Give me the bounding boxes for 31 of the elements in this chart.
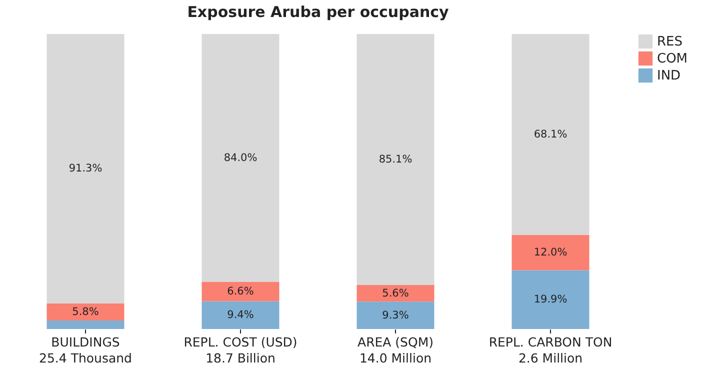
bar <box>512 234 590 270</box>
data-label: 19.9% <box>534 294 568 306</box>
x-tick-label: BUILDINGS 25.4 Thousand <box>39 334 132 366</box>
x-tick-label: REPL. COST (USD) 18.7 Billion <box>184 334 298 366</box>
bar <box>356 302 434 329</box>
x-tick-label: REPL. CARBON TON 2.6 Million <box>488 334 612 366</box>
bar <box>46 320 124 329</box>
chart-title: Exposure Aruba per occupancy <box>187 3 450 21</box>
bar <box>512 34 590 235</box>
legend-label: IND <box>657 68 681 84</box>
bar <box>46 303 124 320</box>
data-label: 84.0% <box>224 152 258 164</box>
data-label: 12.0% <box>534 246 568 259</box>
data-label: 9.4% <box>227 309 254 322</box>
data-label: 9.3% <box>382 309 409 322</box>
bar <box>356 285 434 302</box>
x-tick-label: AREA (SQM) 14.0 Million <box>358 334 434 366</box>
data-label: 5.6% <box>382 287 409 300</box>
data-label: 91.3% <box>68 162 102 175</box>
data-label: 6.6% <box>227 286 254 298</box>
data-label: 5.8% <box>72 306 99 318</box>
bar <box>356 34 434 286</box>
data-label: 85.1% <box>378 154 412 166</box>
bar <box>46 34 124 304</box>
bar <box>202 301 280 329</box>
bar <box>512 270 590 329</box>
bar <box>202 34 280 282</box>
legend-label: COM <box>657 52 688 66</box>
bar <box>202 282 280 302</box>
data-label: 68.1% <box>534 128 568 140</box>
legend-label: RES <box>657 34 682 50</box>
